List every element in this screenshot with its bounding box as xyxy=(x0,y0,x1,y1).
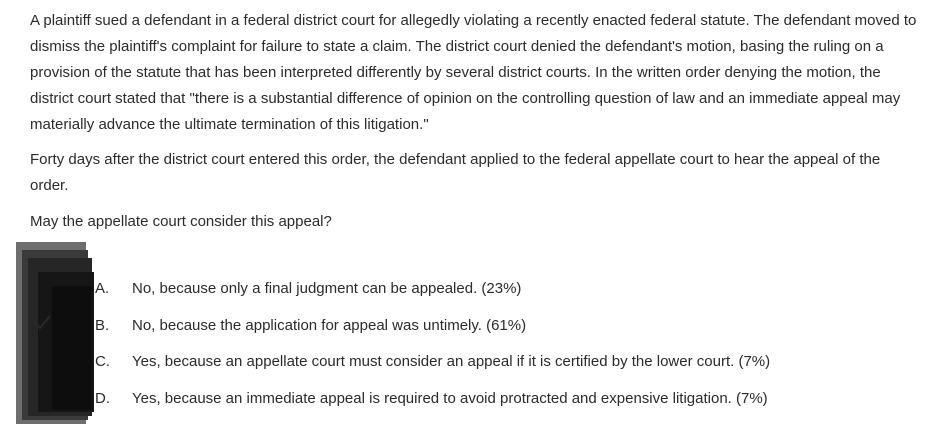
choice-letter: A. xyxy=(95,276,109,302)
choice-text: No, because only a final judgment can be… xyxy=(132,276,521,302)
choice-d[interactable]: D. Yes, because an immediate appeal is r… xyxy=(0,386,860,412)
choice-text: No, because the application for appeal w… xyxy=(132,313,526,339)
choice-letter: D. xyxy=(95,386,110,412)
choice-letter: C. xyxy=(95,349,110,375)
choice-text: Yes, because an appellate court must con… xyxy=(132,349,770,375)
question-block: A plaintiff sued a defendant in a federa… xyxy=(30,8,922,235)
question-prompt: May the appellate court consider this ap… xyxy=(30,209,922,235)
question-stem-paragraph: A plaintiff sued a defendant in a federa… xyxy=(30,8,922,138)
choice-c[interactable]: C. Yes, because an appellate court must … xyxy=(0,349,860,375)
question-stem-paragraph: Forty days after the district court ente… xyxy=(30,147,922,199)
choice-a[interactable]: A. No, because only a final judgment can… xyxy=(0,276,860,302)
choice-b[interactable]: B. No, because the application for appea… xyxy=(0,313,860,339)
choice-letter: B. xyxy=(95,313,109,339)
choice-text: Yes, because an immediate appeal is requ… xyxy=(132,386,768,412)
